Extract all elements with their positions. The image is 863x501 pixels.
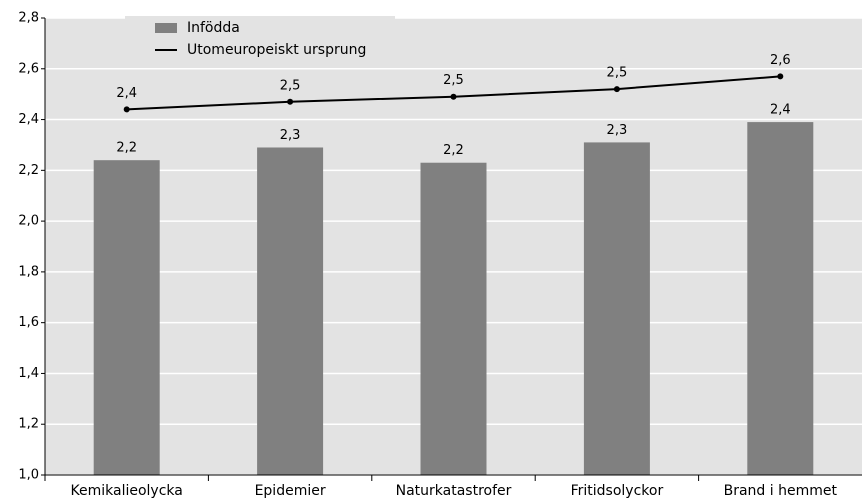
bar — [747, 122, 814, 475]
bar — [583, 142, 650, 475]
x-tick-label: Kemikalieolycka — [71, 483, 183, 499]
data-label: 2,5 — [607, 66, 628, 81]
point — [613, 86, 620, 93]
y-tick-label: 1,2 — [18, 417, 39, 432]
y-tick-label: 1,6 — [18, 315, 39, 330]
data-label: 2,2 — [443, 143, 464, 158]
y-tick-label: 2,6 — [18, 61, 39, 76]
legend-label: Infödda — [187, 20, 240, 36]
data-label: 2,2 — [116, 141, 137, 156]
data-label: 2,6 — [770, 53, 791, 68]
x-tick-label: Brand i hemmet — [724, 483, 838, 499]
x-tick-label: Epidemier — [255, 483, 326, 499]
y-tick-label: 2,8 — [18, 11, 39, 26]
y-tick-label: 1,0 — [18, 468, 39, 483]
x-tick-label: Fritidsolyckor — [571, 483, 664, 499]
data-label: 2,3 — [607, 123, 628, 138]
y-tick-label: 2,4 — [18, 112, 39, 127]
legend-swatch — [155, 23, 177, 33]
data-label: 2,5 — [443, 73, 464, 88]
bar — [257, 147, 324, 475]
data-label: 2,4 — [116, 86, 137, 101]
y-tick-label: 2,2 — [18, 163, 39, 178]
data-label: 2,4 — [770, 103, 791, 118]
point — [450, 93, 457, 100]
y-tick-label: 1,4 — [18, 366, 39, 381]
bar — [93, 160, 160, 475]
point — [123, 106, 130, 113]
data-label: 2,3 — [280, 128, 301, 143]
y-tick-label: 1,8 — [18, 264, 39, 279]
y-tick-label: 2,0 — [18, 214, 39, 229]
point — [287, 98, 294, 105]
bar — [420, 162, 487, 475]
point — [777, 73, 784, 80]
legend-label: Utomeuropeiskt ursprung — [187, 42, 366, 58]
x-tick-label: Naturkatastrofer — [396, 483, 512, 499]
data-label: 2,5 — [280, 78, 301, 93]
